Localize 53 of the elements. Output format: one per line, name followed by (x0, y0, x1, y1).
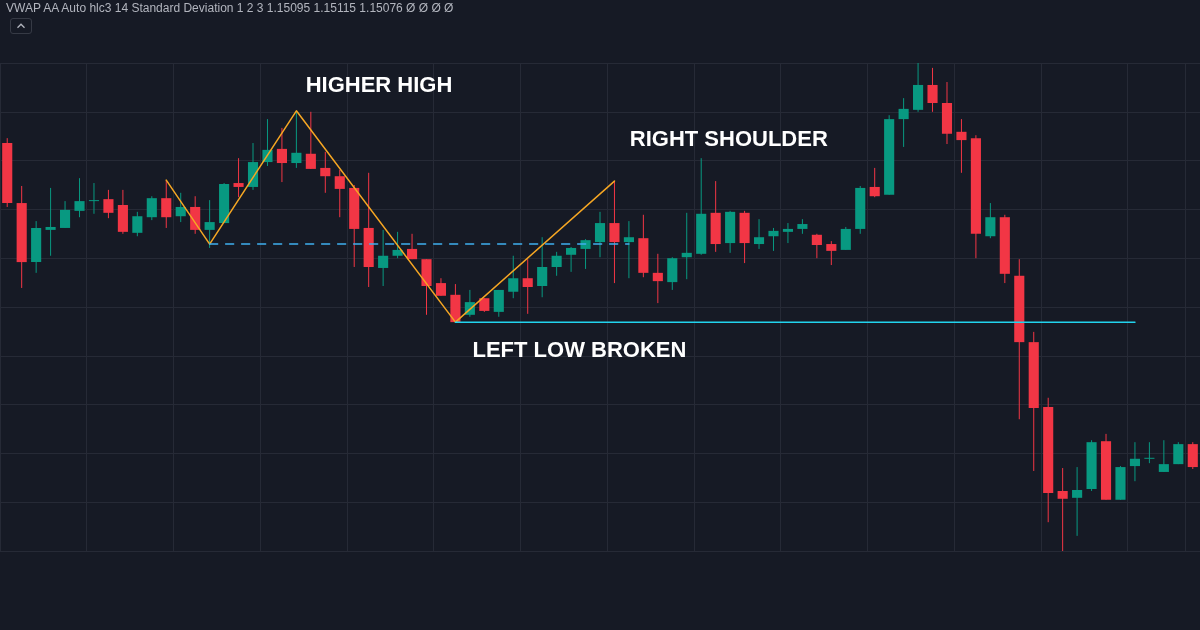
candlestick (811, 233, 822, 259)
candlestick (652, 253, 663, 304)
candlestick (566, 246, 577, 273)
candlestick (204, 199, 215, 249)
candlestick (392, 231, 403, 259)
candlestick (985, 202, 996, 239)
candlestick (826, 240, 837, 266)
chart-title: VWAP AA Auto hlc3 14 Standard Deviation 1 2 3 1.15095 1.15115 1.15076 Ø Ø Ø Ø (6, 1, 454, 15)
candlestick (623, 220, 634, 279)
candlestick (88, 182, 100, 215)
candlestick (594, 211, 606, 258)
candlestick (537, 236, 548, 298)
candlestick (276, 127, 287, 183)
candlestick (667, 256, 678, 291)
candlestick (1072, 466, 1083, 537)
candlestick (898, 97, 909, 148)
candlestick (378, 229, 389, 287)
candlestick (768, 227, 779, 252)
candlestick (508, 255, 519, 299)
candlestick (782, 222, 794, 244)
candlestick (103, 189, 114, 219)
candlestick (681, 212, 692, 280)
annotation: RIGHT SHOULDER (629, 125, 828, 151)
candlestick (291, 110, 302, 169)
candlestick (233, 157, 244, 198)
candlestick (609, 180, 620, 284)
candlestick (132, 211, 143, 237)
annotation: HIGHER HIGH (305, 71, 453, 97)
candlestick (406, 233, 418, 260)
candlestick (956, 118, 967, 174)
candlestick (551, 251, 562, 277)
candlestick (334, 169, 345, 218)
candlestick (146, 195, 157, 221)
candlestick (305, 111, 316, 170)
candlestick (927, 67, 938, 113)
candlestick (840, 226, 851, 251)
candlestick (74, 177, 85, 218)
candlestick (753, 218, 765, 250)
candlestick (1158, 439, 1169, 473)
annotation: LEFT LOW BROKEN (472, 336, 687, 362)
candlestick (1187, 441, 1198, 470)
candlestick (161, 179, 172, 229)
candlestick (1057, 467, 1068, 552)
candlestick (175, 192, 186, 223)
candlestick (493, 289, 504, 318)
candlestick (869, 167, 880, 198)
candlestick (1129, 441, 1140, 482)
candlestick (580, 238, 591, 270)
candlestick (522, 258, 533, 315)
candlestick (60, 200, 71, 229)
candlestick (320, 151, 331, 194)
candlestick (1144, 441, 1155, 464)
candlestick (45, 187, 56, 257)
